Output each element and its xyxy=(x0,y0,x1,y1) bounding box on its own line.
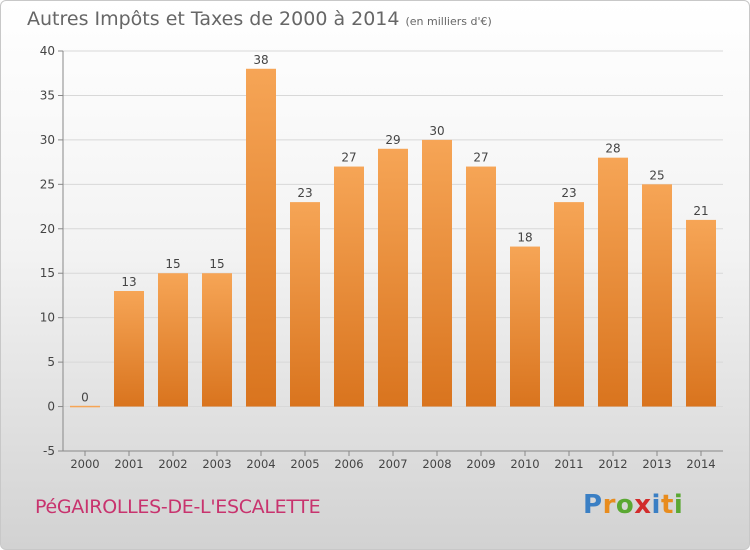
y-tick-label: 30 xyxy=(40,133,55,147)
data-label: 23 xyxy=(297,186,312,200)
bar xyxy=(422,139,452,407)
x-tick-label: 2010 xyxy=(510,457,539,471)
data-label: 30 xyxy=(429,124,444,138)
chart-title: Autres Impôts et Taxes de 2000 à 2014 (en… xyxy=(27,8,492,30)
logo-letter: t xyxy=(660,490,674,520)
data-label: 0 xyxy=(81,391,89,405)
data-label: 21 xyxy=(693,204,708,218)
bar xyxy=(686,219,716,407)
bar xyxy=(290,202,320,407)
y-tick-label: 20 xyxy=(40,222,55,236)
logo-letter: r xyxy=(602,490,616,520)
x-tick-label: 2005 xyxy=(290,457,319,471)
logo-letter: P xyxy=(583,490,603,520)
data-label: 29 xyxy=(385,133,400,147)
chart-title-text: Autres Impôts et Taxes de 2000 à 2014 xyxy=(27,8,400,30)
x-tick-label: 2002 xyxy=(158,457,187,471)
data-label: 27 xyxy=(341,151,356,165)
data-label: 18 xyxy=(517,231,532,245)
x-tick-label: 2001 xyxy=(114,457,143,471)
logo-letter: i xyxy=(673,490,684,520)
bar xyxy=(334,166,364,407)
y-tick-label: 10 xyxy=(40,311,55,325)
commune-name: PéGAIROLLES-DE-L'ESCALETTE xyxy=(35,496,321,518)
data-label: 27 xyxy=(473,151,488,165)
logo-letter: x xyxy=(634,490,652,520)
bar xyxy=(158,273,188,407)
data-label: 15 xyxy=(209,257,224,271)
x-tick-label: 2003 xyxy=(202,457,231,471)
bar xyxy=(642,184,672,407)
proxiti-logo: Proxiti xyxy=(583,490,683,520)
y-tick-label: 15 xyxy=(40,266,55,280)
data-label: 15 xyxy=(165,257,180,271)
data-label: 28 xyxy=(605,142,620,156)
bar xyxy=(598,157,628,407)
x-tick-label: 2013 xyxy=(642,457,671,471)
bar xyxy=(202,273,232,407)
data-label: 38 xyxy=(253,53,268,67)
bar xyxy=(554,202,584,407)
bar xyxy=(378,148,408,407)
logo-letter: o xyxy=(615,490,635,520)
x-tick-label: 2004 xyxy=(246,457,275,471)
y-tick-label: 35 xyxy=(40,88,55,102)
bar xyxy=(510,246,540,407)
x-tick-label: 2011 xyxy=(554,457,583,471)
y-tick-label: 5 xyxy=(47,355,55,369)
y-tick-label: 25 xyxy=(40,177,55,191)
chart-subtitle: (en milliers d'€) xyxy=(405,15,492,28)
x-tick-label: 2008 xyxy=(422,457,451,471)
x-tick-label: 2000 xyxy=(70,457,99,471)
y-tick-label: 0 xyxy=(47,400,55,414)
bar xyxy=(466,166,496,407)
data-label: 25 xyxy=(649,168,664,182)
x-tick-label: 2009 xyxy=(466,457,495,471)
x-tick-label: 2014 xyxy=(686,457,715,471)
y-tick-label: 40 xyxy=(40,44,55,58)
x-tick-label: 2012 xyxy=(598,457,627,471)
bar xyxy=(70,405,100,408)
data-label: 13 xyxy=(121,275,136,289)
bar xyxy=(114,291,144,407)
data-label: 23 xyxy=(561,186,576,200)
y-tick-label: -5 xyxy=(43,444,55,458)
x-tick-label: 2007 xyxy=(378,457,407,471)
x-tick-label: 2006 xyxy=(334,457,363,471)
logo-letter: i xyxy=(651,490,661,520)
bar xyxy=(246,68,276,407)
